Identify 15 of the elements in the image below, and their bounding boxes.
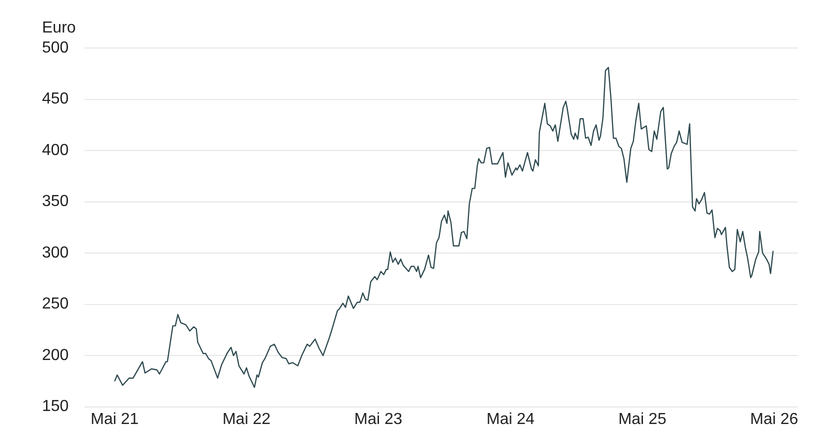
x-tick-label: Mai 21 — [90, 410, 139, 428]
y-tick-label: 400 — [42, 142, 69, 159]
y-tick-label: 300 — [42, 244, 69, 262]
y-tick-label: 150 — [42, 398, 69, 416]
x-tick-label: Mai 24 — [486, 410, 535, 428]
y-axis-title: Euro — [42, 19, 76, 36]
x-tick-label: Mai 23 — [354, 410, 402, 428]
y-tick-label: 450 — [42, 90, 69, 108]
x-tick-label: Mai 25 — [618, 410, 666, 428]
x-tick-label: Mai 26 — [750, 410, 798, 428]
y-tick-label: 200 — [42, 346, 69, 364]
y-tick-label: 250 — [42, 296, 69, 313]
y-tick-label: 500 — [42, 39, 69, 56]
y-tick-label: 350 — [42, 193, 69, 210]
x-tick-label: Mai 22 — [222, 410, 271, 428]
